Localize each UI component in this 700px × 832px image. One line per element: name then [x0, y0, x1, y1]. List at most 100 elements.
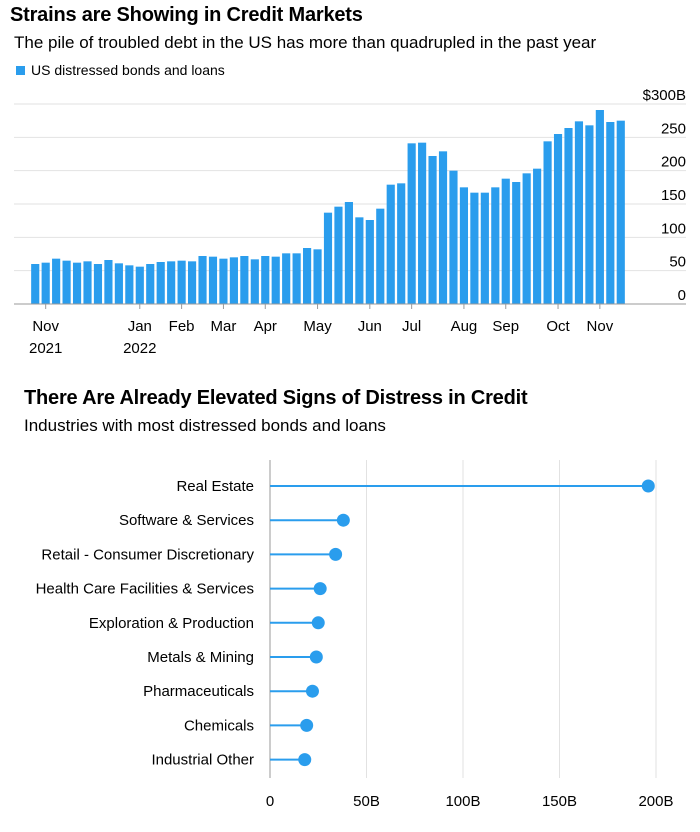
bar	[543, 141, 552, 304]
bar-chart: 0 50 100 150 200 250 $300B Nov 2021 Jan 2022 Feb Mar…	[14, 87, 686, 357]
bar	[428, 156, 437, 304]
bar	[93, 264, 103, 304]
bar	[376, 208, 385, 304]
lollipop-dot	[309, 650, 323, 664]
bar	[438, 151, 448, 304]
lollipop-dot	[305, 684, 319, 698]
bar	[564, 128, 573, 304]
bar	[282, 253, 291, 304]
bar	[72, 262, 82, 304]
x-tick-label: 150B	[542, 793, 577, 810]
category-label: Industrial Other	[151, 752, 254, 769]
chart-subtitle: The pile of troubled debt in the US has …	[14, 33, 597, 52]
x-tick-label: May	[303, 318, 332, 335]
bar	[271, 256, 280, 304]
bar	[355, 217, 364, 304]
x-tick-label: 0	[266, 793, 274, 810]
category-label: Pharmaceuticals	[143, 683, 254, 700]
bar	[491, 187, 500, 304]
bar	[418, 142, 427, 304]
legend-label: US distressed bonds and loans	[31, 62, 225, 78]
bar	[125, 265, 134, 304]
bar	[344, 202, 353, 304]
bar	[553, 134, 563, 304]
lollipop-dot	[300, 718, 314, 732]
bar	[459, 187, 469, 304]
bar	[292, 253, 301, 304]
lollipop-dot	[336, 513, 350, 527]
x-tick-label: Jan	[128, 318, 152, 335]
bar	[146, 264, 155, 304]
bar	[114, 263, 123, 304]
category-label: Exploration & Production	[89, 615, 254, 632]
chart-title: Strains are Showing in Credit Markets	[10, 4, 363, 26]
x-tick-label: Aug	[451, 318, 478, 335]
bar	[606, 122, 615, 304]
bar	[365, 220, 374, 304]
bar	[104, 260, 113, 304]
x-tick-label: Jul	[402, 318, 421, 335]
x-tick-label: Feb	[169, 318, 195, 335]
category-label: Software & Services	[119, 512, 254, 529]
bar	[323, 212, 333, 304]
bar	[62, 260, 71, 304]
category-label: Metals & Mining	[147, 649, 254, 666]
lollipop-dot	[298, 753, 312, 767]
y-tick-label: 50	[669, 254, 686, 271]
y-tick-label: 200	[661, 154, 686, 171]
y-tick-label: 250	[661, 120, 686, 137]
x-tick-label: 100B	[445, 793, 480, 810]
x-tick-label: 50B	[353, 793, 380, 810]
chart-subtitle-2: Industries with most distressed bonds an…	[24, 416, 386, 435]
bar	[449, 170, 458, 304]
bar	[334, 206, 343, 304]
bar	[177, 260, 186, 304]
bar	[616, 120, 625, 305]
bar	[261, 256, 270, 304]
category-label: Chemicals	[184, 717, 254, 734]
bar	[313, 249, 322, 304]
bar	[512, 182, 521, 304]
bar	[397, 183, 406, 304]
x-tick-label: Apr	[254, 318, 277, 335]
x-tick-label: 200B	[638, 793, 673, 810]
bar	[480, 192, 489, 304]
bar	[167, 261, 176, 304]
x-tick-label: Oct	[546, 318, 570, 335]
bar	[522, 173, 531, 304]
lollipop-dot	[641, 479, 655, 493]
y-tick-label: $300B	[643, 87, 686, 104]
x-tick-label: Mar	[211, 318, 237, 335]
bar	[229, 257, 238, 304]
lollipop-dot	[313, 582, 327, 596]
bar	[585, 125, 594, 304]
bar	[386, 184, 395, 304]
bar	[407, 143, 416, 304]
bar	[187, 261, 197, 304]
y-tick-label: 150	[661, 187, 686, 204]
lollipop-dot	[311, 616, 325, 630]
x-tick-label: Jun	[358, 318, 382, 335]
bar	[574, 121, 584, 304]
bar	[533, 168, 542, 304]
bar	[240, 256, 249, 304]
category-label: Retail - Consumer Discretionary	[41, 546, 254, 563]
legend: US distressed bonds and loans	[16, 62, 225, 78]
bar	[31, 264, 40, 304]
bar	[501, 178, 510, 304]
bar	[470, 192, 479, 304]
bar	[135, 266, 144, 304]
bar	[250, 259, 259, 304]
bar	[303, 248, 312, 304]
category-label: Real Estate	[176, 478, 254, 495]
y-tick-label: 100	[661, 220, 686, 237]
bar	[208, 256, 218, 304]
y-tick-label: 0	[678, 287, 686, 304]
x-tick-label: Nov	[587, 318, 614, 335]
bar	[83, 261, 92, 304]
x-tick-year-label: 2021	[29, 340, 62, 357]
lollipop-dot	[329, 547, 343, 561]
legend-swatch	[16, 65, 25, 75]
bar	[41, 262, 50, 304]
